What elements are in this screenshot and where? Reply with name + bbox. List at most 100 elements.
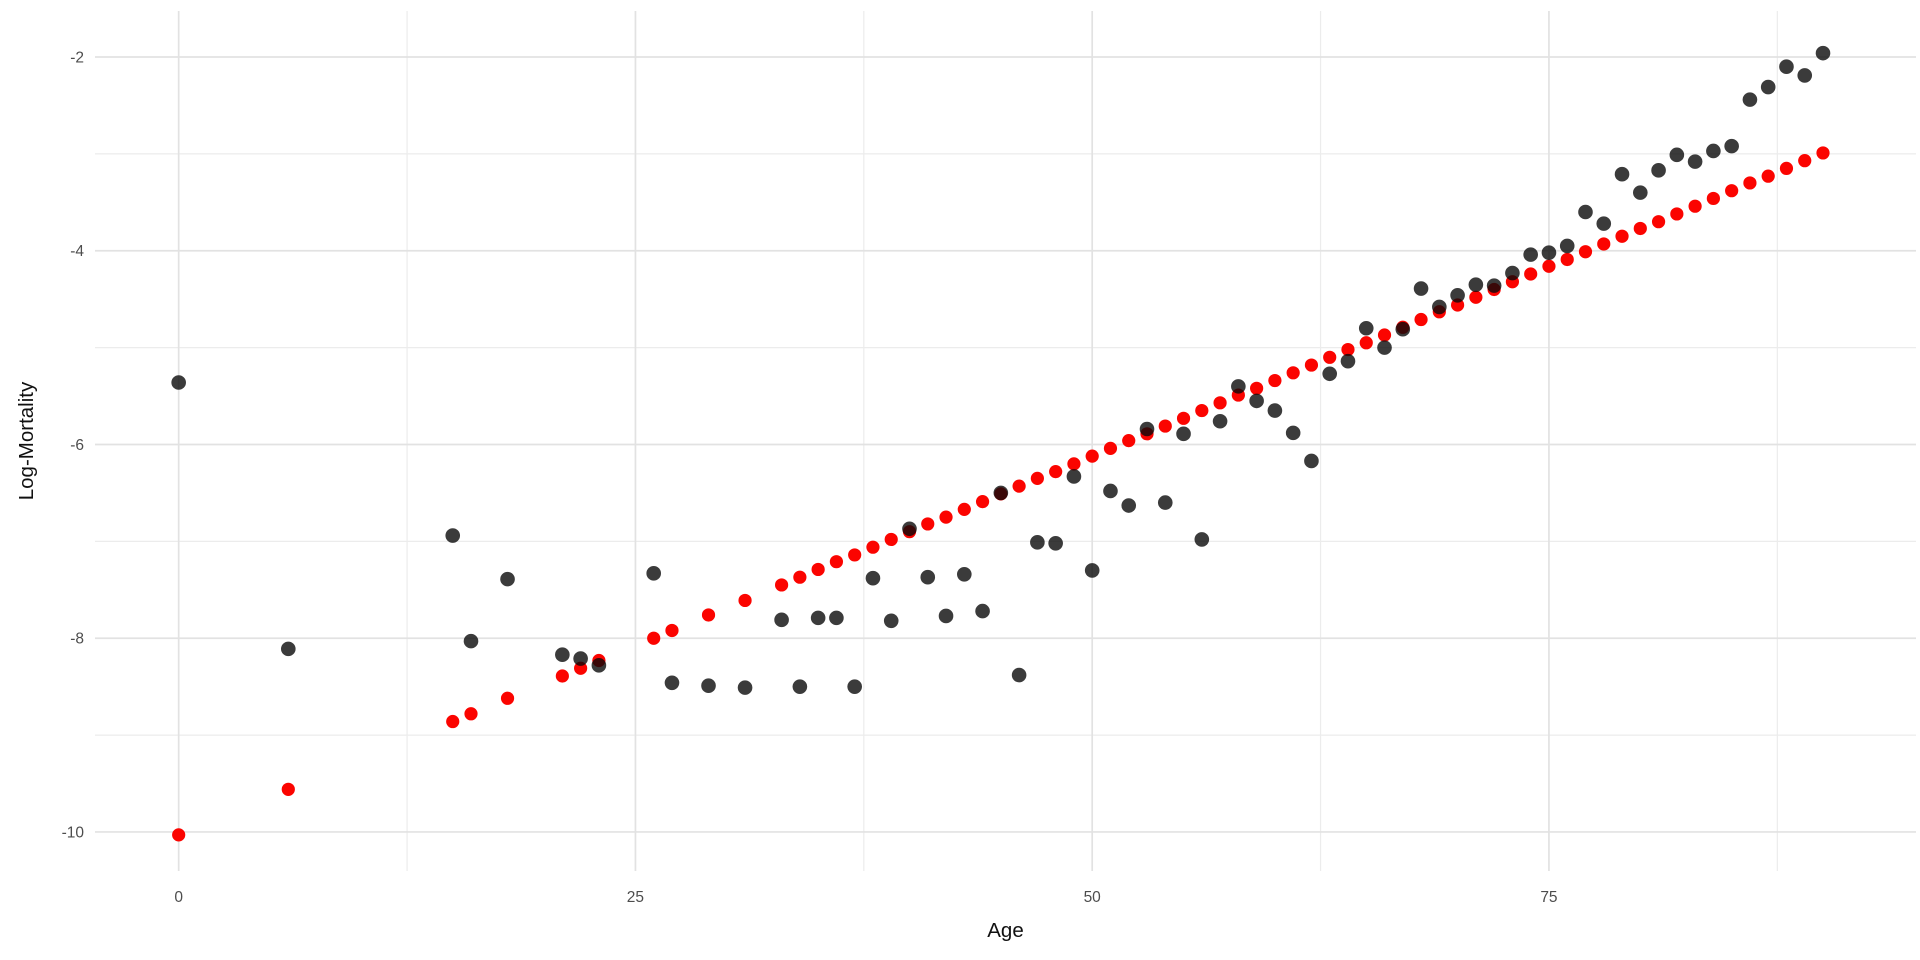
observed-point: [1231, 379, 1246, 394]
fitted-point: [1067, 457, 1081, 471]
observed-point: [1340, 353, 1356, 369]
fitted-point: [884, 532, 898, 547]
y-tick-label: -10: [62, 824, 85, 841]
observed-point: [280, 641, 296, 657]
fitted-point: [921, 517, 935, 531]
fitted-point: [1103, 441, 1118, 455]
fitted-point: [829, 555, 844, 569]
observed-point: [1358, 320, 1374, 336]
observed-point: [1541, 245, 1557, 260]
fitted-point: [1578, 245, 1593, 259]
observed-point: [1304, 453, 1319, 469]
observed-point: [573, 651, 588, 666]
fitted-point: [1670, 207, 1684, 221]
observed-point: [792, 679, 808, 694]
fitted-point: [1615, 229, 1629, 243]
observed-point: [1194, 532, 1210, 547]
fitted-point: [1688, 199, 1702, 213]
observed-point: [1669, 147, 1685, 163]
observed-point: [810, 610, 826, 626]
observed-point: [829, 610, 844, 626]
observed-point: [555, 647, 570, 662]
fitted-point: [957, 502, 971, 516]
fitted-point: [1725, 184, 1739, 198]
fitted-point: [1377, 328, 1392, 342]
observed-point: [1048, 535, 1063, 551]
fitted-point: [1542, 259, 1556, 273]
observed-point: [1687, 154, 1703, 169]
observed-point: [463, 633, 479, 649]
fitted-point: [1122, 434, 1136, 448]
observed-point: [1505, 265, 1520, 281]
observed-point: [1578, 204, 1593, 220]
observed-point: [1030, 535, 1045, 550]
observed-point: [975, 603, 990, 619]
observed-point: [1157, 495, 1173, 510]
fitted-point: [701, 608, 716, 622]
observed-point: [1413, 281, 1429, 296]
y-axis-title: Log-Mortality: [15, 381, 38, 501]
observed-point: [1450, 288, 1465, 303]
observed-point: [902, 521, 917, 537]
observed-point: [1267, 403, 1283, 418]
fitted-point: [1560, 252, 1574, 267]
fitted-point: [1176, 411, 1191, 425]
observed-point: [171, 375, 186, 390]
observed-point: [1651, 163, 1666, 178]
fitted-point: [1798, 154, 1812, 168]
observed-point: [1486, 278, 1502, 293]
x-tick-label: 50: [1084, 889, 1102, 906]
fitted-point: [811, 562, 825, 577]
observed-point: [1011, 667, 1027, 683]
x-tick-label: 25: [627, 889, 644, 906]
y-tick-label: -8: [70, 631, 84, 648]
fitted-point: [1286, 366, 1300, 380]
fitted-point: [172, 828, 186, 842]
fitted-point: [500, 691, 515, 705]
fitted-point: [281, 782, 295, 796]
observed-point: [1742, 92, 1758, 107]
observed-point: [1066, 469, 1082, 484]
observed-point: [1285, 425, 1301, 441]
observed-point: [1523, 247, 1538, 262]
observed-point: [1121, 498, 1137, 513]
fitted-point: [774, 578, 789, 592]
x-tick-label: 75: [1540, 889, 1557, 906]
observed-point: [1084, 563, 1100, 578]
fitted-point: [446, 714, 460, 729]
fitted-point: [1633, 221, 1647, 236]
observed-point: [1139, 421, 1155, 437]
observed-point: [1760, 79, 1776, 95]
observed-point: [1212, 413, 1228, 429]
fitted-point: [1651, 215, 1666, 229]
fitted-point: [1779, 161, 1794, 176]
observed-point: [701, 678, 716, 693]
observed-point: [445, 528, 461, 543]
observed-point: [847, 679, 862, 694]
observed-point: [1103, 483, 1118, 499]
fitted-point: [555, 669, 569, 683]
fitted-point: [665, 623, 679, 638]
observed-point: [957, 566, 972, 582]
fitted-point: [1049, 465, 1063, 479]
observed-point: [993, 485, 1009, 501]
observed-point: [1596, 216, 1612, 231]
fitted-point: [1250, 381, 1264, 395]
observed-point: [1797, 68, 1813, 83]
observed-point: [1249, 393, 1264, 409]
y-tick-label: -2: [70, 50, 84, 67]
observed-point: [1614, 166, 1630, 182]
fitted-point: [1761, 169, 1775, 183]
observed-point: [591, 658, 607, 673]
observed-point: [1176, 426, 1191, 442]
observed-point: [1633, 185, 1648, 200]
observed-point: [1395, 321, 1411, 337]
observed-point: [865, 570, 881, 586]
fitted-point: [1341, 342, 1355, 357]
fitted-point: [848, 548, 862, 562]
observed-point: [1559, 238, 1575, 254]
observed-point: [500, 571, 515, 587]
observed-point: [1815, 45, 1831, 61]
